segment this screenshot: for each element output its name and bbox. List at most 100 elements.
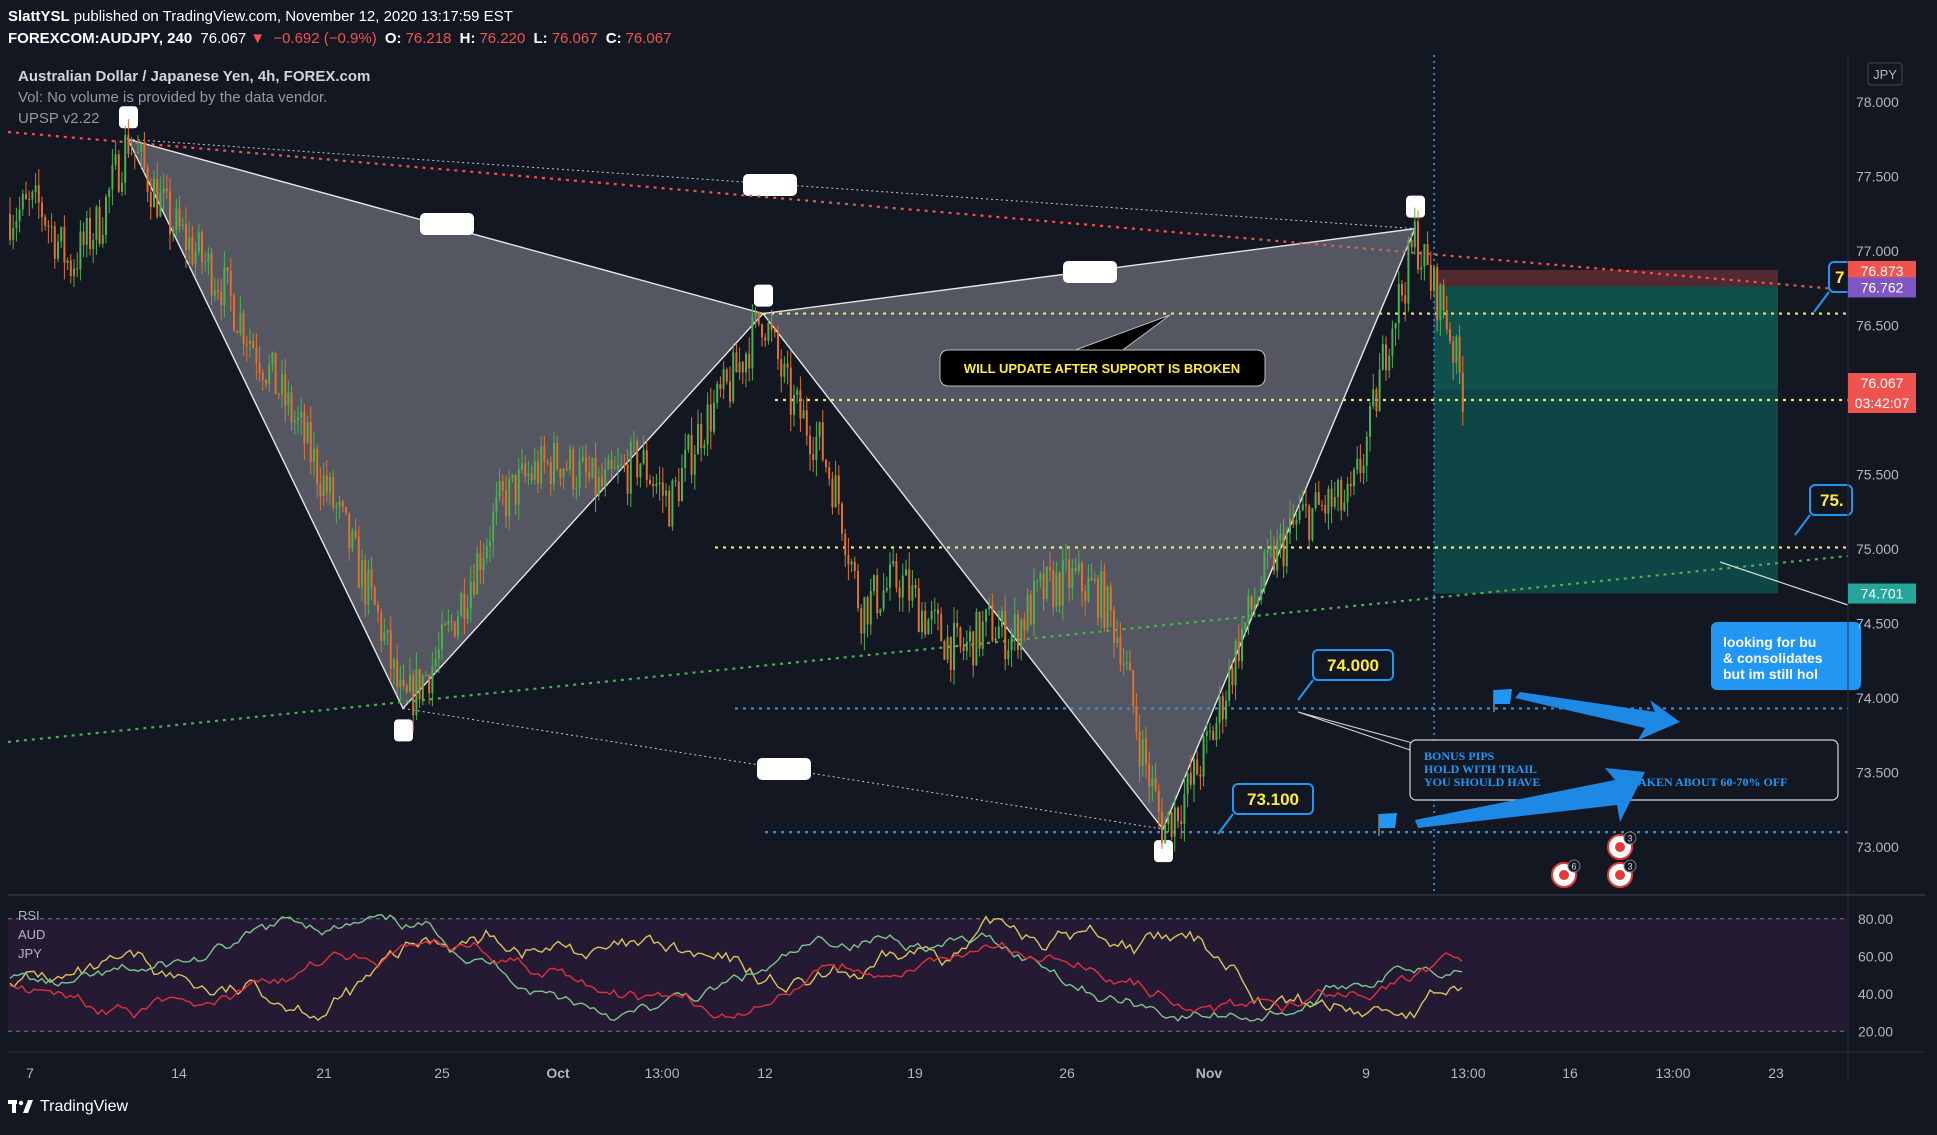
candle-body xyxy=(799,390,802,419)
candle-body xyxy=(53,226,56,259)
candle-body xyxy=(1372,389,1375,406)
candle-body xyxy=(828,467,831,479)
candle-body xyxy=(1266,549,1269,553)
level-callout-73[interactable] xyxy=(1232,783,1314,815)
candle-body xyxy=(245,343,248,345)
target-zone-lower[interactable] xyxy=(1434,390,1778,594)
level-callout-75[interactable] xyxy=(1809,484,1853,516)
candle-body xyxy=(716,383,719,403)
candle-body xyxy=(466,608,469,619)
event-count: 3 xyxy=(1627,834,1632,844)
candle-body xyxy=(1407,239,1410,304)
pattern-triangle-bcd[interactable] xyxy=(761,227,1417,831)
indicator-name[interactable]: UPSP v2.22 xyxy=(18,110,100,127)
pattern-point-marker[interactable] xyxy=(394,719,413,742)
candle-body xyxy=(143,144,146,168)
candle-body xyxy=(460,593,463,617)
candle-body xyxy=(780,359,783,377)
candle-body xyxy=(261,372,264,381)
candle-body xyxy=(588,472,591,478)
candle-body xyxy=(975,611,978,666)
candle-body xyxy=(1263,552,1266,590)
candle-body xyxy=(1362,465,1365,474)
candle-body xyxy=(1119,636,1122,665)
candle-body xyxy=(879,608,882,614)
flag-icon[interactable] xyxy=(1379,813,1397,828)
pattern-point-marker[interactable] xyxy=(1406,195,1425,218)
candle-body xyxy=(329,477,331,493)
currency-badge[interactable] xyxy=(1867,62,1903,86)
candle-body xyxy=(239,313,242,334)
rsi-tick-label: 20.00 xyxy=(1858,1023,1893,1039)
pattern-point-marker[interactable] xyxy=(754,284,773,307)
pattern-point-marker[interactable] xyxy=(119,106,138,129)
aud-strength-line[interactable] xyxy=(9,914,1463,1022)
pattern-ratio-box[interactable] xyxy=(1063,261,1117,283)
target-arrow-upper[interactable] xyxy=(1515,692,1680,740)
target-zone-upper[interactable] xyxy=(1434,286,1778,391)
candle-body xyxy=(1154,778,1157,791)
currency-label: JPY xyxy=(1873,67,1897,82)
brand-name[interactable]: TradingView xyxy=(40,1098,129,1115)
target-arrow-lower[interactable] xyxy=(1415,768,1645,828)
candle-body xyxy=(818,422,821,437)
rsi-line[interactable] xyxy=(9,915,1463,1022)
candle-body xyxy=(831,478,834,508)
candle-body xyxy=(191,237,194,264)
update-note-text: WILL UPDATE AFTER SUPPORT IS BROKEN xyxy=(964,361,1240,376)
candle-body xyxy=(1157,790,1160,812)
candle-body xyxy=(325,475,328,493)
pattern-ratio-box[interactable] xyxy=(420,213,474,235)
candle-body xyxy=(866,597,869,625)
resistance-trendline[interactable] xyxy=(7,130,1849,292)
rsi-tick-label: 60.00 xyxy=(1858,948,1893,964)
candle-body xyxy=(1100,571,1103,618)
symbol[interactable]: FOREXCOM:AUDJPY, 240 xyxy=(8,30,193,47)
price-tag[interactable] xyxy=(1848,277,1916,298)
candle-body xyxy=(738,362,741,373)
price-tag[interactable] xyxy=(1848,583,1916,604)
jpy-strength-line[interactable] xyxy=(9,938,1463,1019)
candle-body xyxy=(1385,344,1387,371)
candle-body xyxy=(639,463,642,478)
candle-body xyxy=(508,478,511,516)
stop-loss-zone[interactable] xyxy=(1434,269,1778,287)
update-note-box[interactable] xyxy=(939,349,1266,387)
candle-body xyxy=(1177,807,1179,822)
looking-note-line: looking for bu xyxy=(1723,634,1816,650)
candle-body xyxy=(841,503,843,534)
rsi-label[interactable]: RSI xyxy=(18,908,40,923)
looking-note-line: & consolidates xyxy=(1723,650,1823,666)
looking-note-box[interactable] xyxy=(1711,622,1861,690)
candle-body xyxy=(1071,568,1074,589)
candle-body xyxy=(15,221,18,229)
price-tag-label: 76.873 xyxy=(1861,263,1904,279)
price-tick-label: 73.000 xyxy=(1856,839,1899,855)
price-tag[interactable] xyxy=(1848,393,1916,414)
candle-body xyxy=(373,587,376,605)
candle-body xyxy=(953,622,955,670)
price-tag[interactable] xyxy=(1848,260,1916,281)
level-callout-74[interactable] xyxy=(1312,649,1394,681)
pattern-point-marker[interactable] xyxy=(1154,840,1173,863)
instrument-title[interactable]: Australian Dollar / Japanese Yen, 4h, FO… xyxy=(18,68,371,85)
candle-body xyxy=(105,196,107,236)
candle-body xyxy=(873,575,875,591)
candle-body xyxy=(1196,759,1199,775)
pattern-ratio-box[interactable] xyxy=(757,758,811,780)
publisher-name[interactable]: SlattYSL xyxy=(8,8,70,25)
pattern-ratio-box[interactable] xyxy=(743,174,797,196)
candle-body xyxy=(1113,610,1115,643)
candle-body xyxy=(1202,735,1205,777)
candle-body xyxy=(1077,563,1080,572)
candle-body xyxy=(1036,580,1039,582)
candle-body xyxy=(489,541,491,547)
flag-icon[interactable] xyxy=(1494,689,1512,704)
candle-body xyxy=(1292,518,1295,525)
candle-body xyxy=(905,569,907,576)
candle-body xyxy=(213,290,216,296)
price-tag[interactable] xyxy=(1848,373,1916,394)
close-label: C: xyxy=(605,30,622,47)
candle-body xyxy=(652,484,655,487)
